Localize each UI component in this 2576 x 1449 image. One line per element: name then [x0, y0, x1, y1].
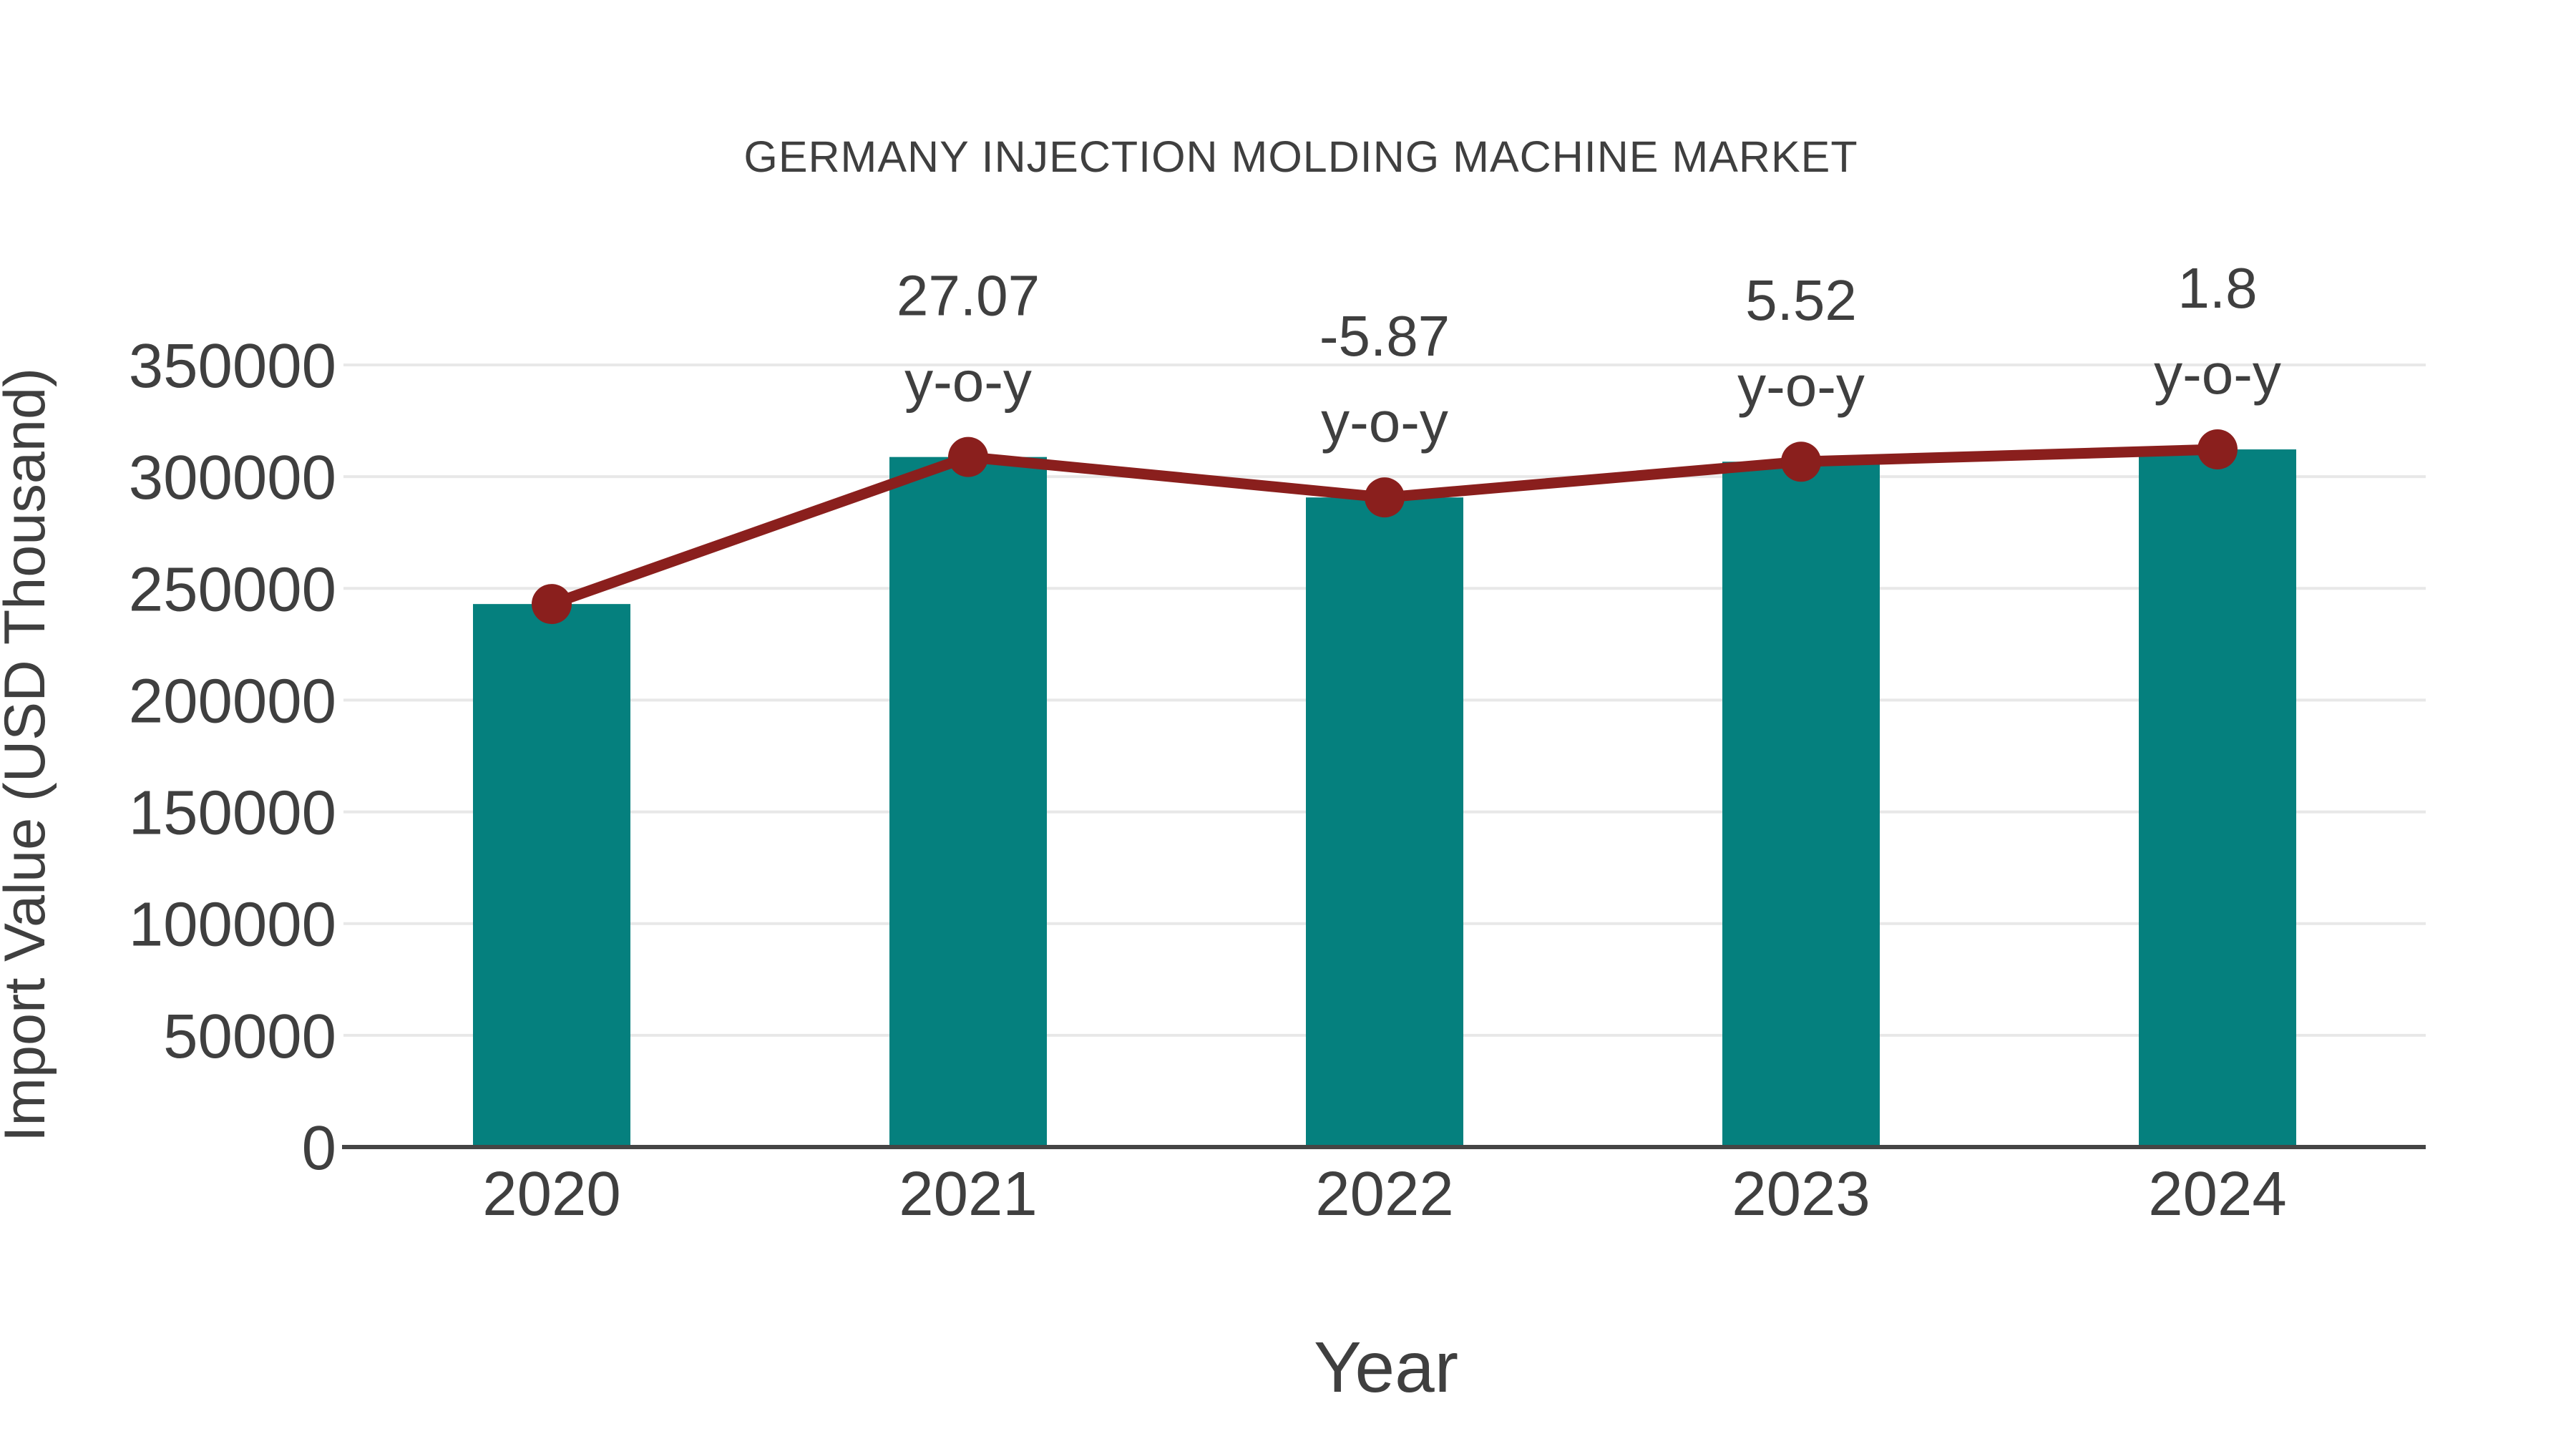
y-tick-label: 200000: [129, 666, 336, 736]
bar-2020: [473, 604, 630, 1147]
bar-2023: [1722, 462, 1880, 1147]
annotation-value-2023: 5.52: [1745, 268, 1857, 332]
annotation-yoy-2021: y-o-y: [904, 350, 1032, 414]
annotation-value-2024: 1.8: [2177, 256, 2257, 320]
x-tick-label: 2020: [482, 1159, 621, 1229]
y-tick-label: 50000: [163, 1002, 336, 1071]
plot-area: 0 50000 100000 150000 200000 250000 300000 3500…: [129, 256, 2426, 1229]
annotation-value-2022: -5.87: [1319, 304, 1450, 368]
trend-marker-2023: [1781, 441, 1821, 482]
x-tick-label: 2022: [1315, 1159, 1454, 1229]
x-tick-label: 2024: [2148, 1159, 2287, 1229]
y-tick-label: 0: [302, 1113, 336, 1183]
x-tick-label: 2021: [899, 1159, 1038, 1229]
trend-marker-2024: [2197, 429, 2238, 470]
trend-marker-2022: [1365, 477, 1405, 518]
y-tick-label: 250000: [129, 555, 336, 624]
y-tick-label: 150000: [129, 779, 336, 848]
y-axis-title: Import Value (USD Thousand): [0, 368, 57, 1142]
x-axis-title: Year: [1314, 1327, 1458, 1407]
y-tick-label: 300000: [129, 443, 336, 512]
bar-2022: [1306, 497, 1463, 1147]
annotation-yoy-2022: y-o-y: [1321, 390, 1448, 454]
annotation-yoy-2023: y-o-y: [1737, 354, 1865, 418]
bar-2024: [2139, 449, 2296, 1147]
chart-title: GERMANY INJECTION MOLDING MACHINE MARKET: [743, 132, 1858, 181]
bar-2021: [889, 457, 1047, 1147]
annotation-yoy-2024: y-o-y: [2154, 342, 2281, 406]
x-tick-label: 2023: [1732, 1159, 1870, 1229]
trend-marker-2020: [532, 584, 572, 625]
annotation-value-2021: 27.07: [897, 264, 1040, 328]
y-tick-label: 350000: [129, 331, 336, 401]
trend-marker-2021: [948, 436, 988, 477]
y-tick-label: 100000: [129, 890, 336, 960]
